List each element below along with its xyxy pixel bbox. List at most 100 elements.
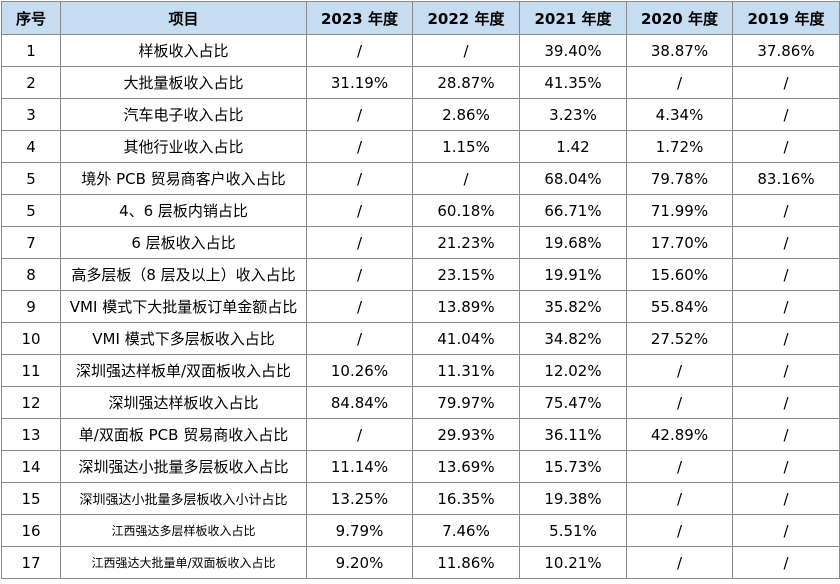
cell-2023: /: [306, 322, 413, 355]
cell-2021: 68.04%: [519, 162, 627, 195]
cell-2019: /: [732, 258, 840, 291]
cell-2019: /: [732, 354, 840, 387]
cell-item: VMI 模式下多层板收入占比: [60, 322, 307, 355]
cell-2020: 38.87%: [626, 34, 733, 67]
cell-2022: 29.93%: [412, 418, 520, 451]
cell-item: 单/双面板 PCB 贸易商收入占比: [60, 418, 307, 451]
cell-2021: 75.47%: [519, 386, 627, 419]
cell-2022: 23.15%: [412, 258, 520, 291]
header-no: 序号: [1, 1, 61, 35]
cell-2019: /: [732, 98, 840, 131]
cell-2023: 13.25%: [306, 482, 413, 515]
cell-2021: 39.40%: [519, 34, 627, 67]
table-row: 16 江西强达多层样板收入占比 9.79% 7.46% 5.51% / /: [1, 514, 840, 547]
cell-item: VMI 模式下大批量板订单金额占比: [60, 290, 307, 323]
cell-2021: 19.68%: [519, 226, 627, 259]
cell-2023: /: [306, 130, 413, 163]
cell-item: 其他行业收入占比: [60, 130, 307, 163]
cell-2019: 37.86%: [732, 34, 840, 67]
cell-2019: /: [732, 386, 840, 419]
cell-2020: /: [626, 482, 733, 515]
cell-2021: 5.51%: [519, 514, 627, 547]
cell-2021: 19.91%: [519, 258, 627, 291]
cell-no: 7: [1, 226, 61, 259]
cell-no: 16: [1, 514, 61, 547]
cell-2019: /: [732, 514, 840, 547]
cell-2022: 28.87%: [412, 66, 520, 99]
cell-2022: 1.15%: [412, 130, 520, 163]
cell-2020: /: [626, 546, 733, 579]
table-row: 3 汽车电子收入占比/2.86% 3.23% 4.34% /: [1, 98, 840, 131]
header-2022: 2022 年度: [412, 1, 520, 35]
cell-no: 5: [1, 194, 61, 227]
cell-2021: 19.38%: [519, 482, 627, 515]
cell-2022: 2.86%: [412, 98, 520, 131]
cell-item: 大批量板收入占比: [60, 66, 307, 99]
cell-2022: 60.18%: [412, 194, 520, 227]
cell-2020: 15.60%: [626, 258, 733, 291]
cell-2020: /: [626, 354, 733, 387]
cell-2022: 7.46%: [412, 514, 520, 547]
cell-2021: 15.73%: [519, 450, 627, 483]
cell-2023: 10.26%: [306, 354, 413, 387]
cell-item: 深圳强达小批量多层板收入小计占比: [60, 482, 307, 515]
cell-no: 2: [1, 66, 61, 99]
cell-item: 高多层板（8 层及以上）收入占比: [60, 258, 307, 291]
cell-no: 9: [1, 290, 61, 323]
cell-2023: 9.20%: [306, 546, 413, 579]
table-row: 15 深圳强达小批量多层板收入小计占比 13.25% 16.35% 19.38% / /: [1, 482, 840, 515]
cell-item: 深圳强达样板收入占比: [60, 386, 307, 419]
table-row: 10 VMI 模式下多层板收入占比/41.04% 34.82% 27.52% /: [1, 322, 840, 355]
cell-no: 15: [1, 482, 61, 515]
cell-2019: /: [732, 130, 840, 163]
cell-item: 汽车电子收入占比: [60, 98, 307, 131]
table-header-row: 序号 项目 2023 年度 2022 年度 2021 年度 2020 年度 20…: [1, 1, 840, 35]
cell-2022: /: [412, 34, 520, 67]
table-row: 5 4、6 层板内销占比/60.18% 66.71% 71.99% /: [1, 194, 840, 227]
cell-2023: 11.14%: [306, 450, 413, 483]
table-row: 9 VMI 模式下大批量板订单金额占比/13.89% 35.82% 55.84% /: [1, 290, 840, 323]
cell-2020: 55.84%: [626, 290, 733, 323]
cell-no: 4: [1, 130, 61, 163]
cell-2021: 36.11%: [519, 418, 627, 451]
cell-2020: 71.99%: [626, 194, 733, 227]
cell-no: 14: [1, 450, 61, 483]
cell-2020: /: [626, 450, 733, 483]
cell-2023: /: [306, 418, 413, 451]
cell-2019: /: [732, 482, 840, 515]
cell-2023: /: [306, 258, 413, 291]
cell-2023: /: [306, 194, 413, 227]
cell-2020: 4.34%: [626, 98, 733, 131]
cell-2021: 10.21%: [519, 546, 627, 579]
cell-2022: /: [412, 162, 520, 195]
table-row: 17 江西强达大批量单/双面板收入占比 9.20% 11.86% 10.21% / /: [1, 546, 840, 579]
cell-2023: 84.84%: [306, 386, 413, 419]
cell-item: 样板收入占比: [60, 34, 307, 67]
table-row: 13 单/双面板 PCB 贸易商收入占比/29.93% 36.11% 42.89% /: [1, 418, 840, 451]
cell-2021: 1.42: [519, 130, 627, 163]
table-row: 11 深圳强达样板单/双面板收入占比 10.26% 11.31% 12.02% / /: [1, 354, 840, 387]
cell-2020: /: [626, 66, 733, 99]
cell-2020: 79.78%: [626, 162, 733, 195]
cell-no: 8: [1, 258, 61, 291]
cell-2023: /: [306, 162, 413, 195]
cell-2022: 13.89%: [412, 290, 520, 323]
cell-2021: 3.23%: [519, 98, 627, 131]
cell-2019: /: [732, 322, 840, 355]
cell-item: 境外 PCB 贸易商客户收入占比: [60, 162, 307, 195]
table-row: 14 深圳强达小批量多层板收入占比 11.14% 13.69% 15.73% / /: [1, 450, 840, 483]
cell-2022: 79.97%: [412, 386, 520, 419]
cell-2020: 17.70%: [626, 226, 733, 259]
cell-no: 13: [1, 418, 61, 451]
cell-2022: 41.04%: [412, 322, 520, 355]
cell-2023: /: [306, 34, 413, 67]
cell-2020: /: [626, 514, 733, 547]
cell-2021: 66.71%: [519, 194, 627, 227]
cell-2019: /: [732, 66, 840, 99]
cell-2023: 9.79%: [306, 514, 413, 547]
cell-2019: /: [732, 290, 840, 323]
cell-2020: 42.89%: [626, 418, 733, 451]
cell-2021: 41.35%: [519, 66, 627, 99]
